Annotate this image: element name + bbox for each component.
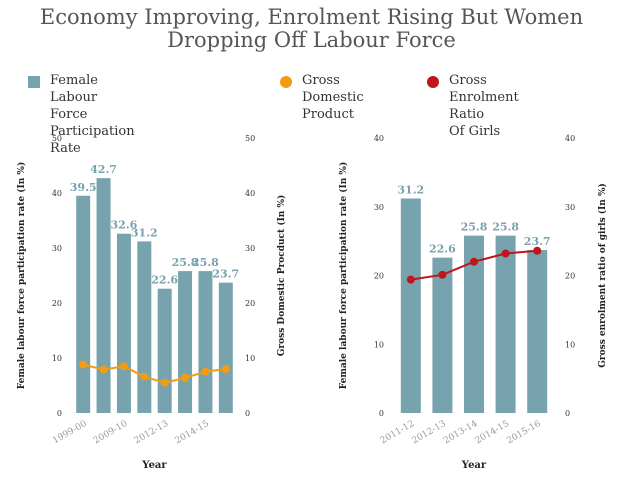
chart1-ytick-label: 10 <box>52 354 62 363</box>
chart2-ytick-label: 20 <box>374 272 384 281</box>
chart1-line-point <box>99 365 108 374</box>
chart2-line-point <box>406 275 415 284</box>
chart1-bar <box>137 241 152 413</box>
chart1-bar-label: 42.7 <box>90 163 117 176</box>
chart1-bar <box>116 233 131 413</box>
legend-label-flfpr: Female Labour Force Participation Rate <box>50 73 135 156</box>
chart-title-line-1: Economy Improving, Enrolment Rising But … <box>39 5 584 29</box>
chart2-bar-label: 23.7 <box>524 235 551 248</box>
chart1-bar <box>76 195 91 413</box>
chart2-line-point <box>438 270 447 279</box>
chart1-ytick-label: 30 <box>52 244 62 253</box>
chart2-ytick-label: 40 <box>374 134 384 143</box>
chart1-bar <box>178 271 193 413</box>
legend-swatch-ger <box>427 76 439 88</box>
chart1-line-point <box>79 360 88 369</box>
chart1-bar-label: 31.2 <box>131 226 158 239</box>
chart2-y2label: Gross enrolment ratio of girls (In %) <box>597 183 608 368</box>
legend-swatch-flfpr <box>28 76 40 88</box>
chart1-bar <box>218 282 233 413</box>
chart1-xtick-label: 2009-10 <box>92 419 130 446</box>
chart1-bar <box>96 178 111 413</box>
chart1-bar-label: 25.8 <box>172 256 199 269</box>
chart2-y2tick-label: 10 <box>565 340 575 349</box>
chart1-line-point <box>221 365 230 373</box>
chart2-bar-label: 25.8 <box>492 221 519 234</box>
chart1-xtick-label: 2014-15 <box>174 419 212 446</box>
chart1-xtick-label: 2012-13 <box>133 419 171 446</box>
chart2-line-point <box>501 249 510 258</box>
chart1-ytick-label: 50 <box>52 134 62 143</box>
legend-label-gdp: Gross Domestic Product <box>302 73 364 122</box>
chart1-y2tick-label: 10 <box>245 354 255 363</box>
chart2-line-point <box>470 257 478 266</box>
chart1-y2tick-label: 40 <box>245 189 255 198</box>
chart1-y2label: Gross Domestic Procduct (In %) <box>276 195 287 357</box>
chart2-bar <box>527 250 548 413</box>
chart1-ytick-label: 0 <box>57 409 62 418</box>
chart2-xtick-label: 2012-13 <box>411 419 449 446</box>
chart2-xlabel: Year <box>461 460 487 471</box>
chart2-line-point <box>533 246 542 255</box>
chart2-xtick-label: 2015-16 <box>505 419 543 446</box>
chart2-xtick-label: 2011-12 <box>379 419 416 446</box>
chart2-bar <box>495 235 516 413</box>
chart1-bar-label: 22.6 <box>151 274 178 287</box>
chart2-y2tick-label: 0 <box>565 409 570 418</box>
chart2-bar-label: 31.2 <box>397 184 424 197</box>
chart2-xtick-label: 2013-14 <box>442 419 480 446</box>
chart1-bar-label: 23.7 <box>212 268 239 281</box>
chart1-ytick-label: 20 <box>52 299 62 308</box>
legend-label-ger: Gross Enrolment Ratio Of Girls <box>449 73 519 139</box>
chart1-line-point <box>201 367 210 376</box>
chart2-bar <box>432 257 453 413</box>
chart1-line-point <box>181 373 190 382</box>
chart1-y2tick-label: 30 <box>245 244 255 253</box>
chart1-bar <box>198 271 213 413</box>
chart1-bar-label: 39.5 <box>70 181 97 194</box>
chart1-xtick-label: 1999-00 <box>51 419 89 446</box>
chart1-line-point <box>160 378 169 387</box>
chart1-ylabel: Female labour force participation rate (… <box>16 162 27 389</box>
chart1-xlabel: Year <box>141 460 167 471</box>
chart1-ytick-label: 40 <box>52 189 62 198</box>
chart-title-line-2: Dropping Off Labour Force <box>167 28 456 52</box>
chart1-y2tick-label: 20 <box>245 299 255 308</box>
chart1-line-point <box>140 372 149 381</box>
chart1-y2tick-label: 50 <box>245 134 255 143</box>
chart2-bar <box>464 235 484 413</box>
legend-swatch-gdp <box>280 76 292 88</box>
chart2-bar-label: 22.6 <box>429 243 456 256</box>
chart2-ytick-label: 30 <box>374 203 384 212</box>
chart1-bar-label: 32.6 <box>111 219 138 232</box>
chart2-bar <box>400 198 421 413</box>
chart1-bar <box>157 288 172 413</box>
chart1-line-point <box>119 362 128 371</box>
chart2-bar-label: 25.8 <box>461 221 488 234</box>
chart2-ytick-label: 10 <box>374 340 384 349</box>
chart2-y2tick-label: 30 <box>565 203 575 212</box>
chart2-ytick-label: 0 <box>379 409 384 418</box>
chart1-bar-label: 25.8 <box>192 256 219 269</box>
chart-title: Economy Improving, Enrolment Rising But … <box>0 6 623 52</box>
chart2-y2tick-label: 20 <box>565 272 575 281</box>
chart1-y2tick-label: 0 <box>245 409 250 418</box>
chart2-y2tick-label: 40 <box>565 134 575 143</box>
chart2-ylabel: Female labour force participation rate (… <box>338 162 349 389</box>
chart2-xtick-label: 2014-15 <box>474 419 512 446</box>
